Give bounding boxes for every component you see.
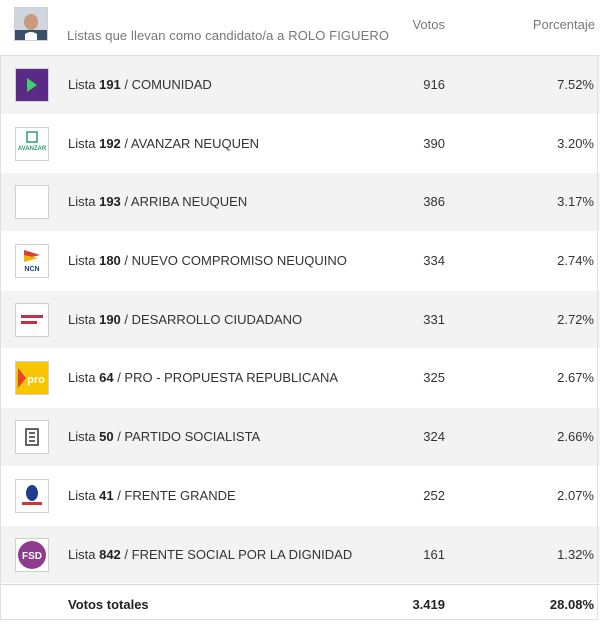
list-votes: 331 [423,311,445,327]
list-name: Lista 842 / FRENTE SOCIAL POR LA DIGNIDA… [68,547,352,562]
list-votes: 252 [423,487,445,503]
list-votes: 161 [423,546,445,562]
list-prefix: Lista [68,194,96,210]
list-party-name: / ARRIBA NEUQUEN [124,194,248,210]
list-name: Lista 41 / FRENTE GRANDE [68,488,236,503]
rows-container: Lista 191 / COMUNIDAD 916 7.52% AVANZAR List… [0,56,600,585]
list-number: 192 [99,135,121,151]
list-votes: 916 [423,77,445,92]
svg-text:FSD: FSD [22,551,42,562]
list-votes: 325 [423,370,445,386]
list-party-name: / DESARROLLO CIUDADANO [124,311,303,327]
list-number: 64 [99,370,114,386]
list-number: 190 [99,311,121,327]
frente-grande-logo [15,478,49,513]
list-number: 842 [99,546,121,562]
list-percentage: 7.52% [557,77,594,92]
svg-text:pro: pro [27,374,45,386]
list-percentage: 2.72% [557,311,594,327]
list-party-name: / COMUNIDAD [124,77,212,92]
list-name: Lista 191 / COMUNIDAD [68,77,212,92]
list-number: 41 [99,487,114,503]
total-percentage: 28.08% [549,597,594,613]
header-title: Listas que llevan como candidato/a a ROL… [67,28,390,43]
list-number: 50 [99,429,114,445]
list-percentage: 2.66% [557,429,594,445]
list-percentage: 1.32% [557,546,594,562]
list-name: Lista 64 / PRO - PROPUESTA REPUBLICANA [68,370,338,385]
list-number: 193 [99,194,121,210]
total-row: Votos totales 3.419 28.08% [0,584,600,625]
pro-logo: pro [15,361,49,396]
list-name: Lista 190 / DESARROLLO CIUDADANO [68,312,302,327]
list-percentage: 2.07% [557,487,594,503]
list-votes: 390 [423,135,445,151]
list-prefix: Lista [68,370,96,386]
table-row: pro Lista 64 / PRO - PROPUESTA REPUBLICAN… [0,349,600,409]
votes-column-header: Votos [412,17,445,32]
list-prefix: Lista [68,135,96,151]
list-percentage: 2.74% [557,253,594,269]
comunidad-logo [15,68,49,102]
list-prefix: Lista [68,311,96,327]
avanzar-neuquen-logo: AVANZAR [15,126,49,161]
list-percentage: 3.20% [557,135,594,151]
table-header: Listas que llevan como candidato/a a ROL… [0,0,600,56]
list-party-name: / FRENTE GRANDE [117,487,236,503]
table-row: AVANZAR Lista 192 / AVANZAR NEUQUEN 390 3.2… [0,114,600,174]
desarrollo-ciudadano-logo [15,302,49,337]
list-number: 180 [99,253,121,269]
list-party-name: / AVANZAR NEUQUEN [124,135,260,151]
list-party-name: / PRO - PROPUESTA REPUBLICANA [117,370,338,386]
socialista-logo [15,420,49,455]
total-label: Votos totales [68,597,149,613]
fsd-logo: FSD [15,537,49,572]
table-row: NCN Lista 180 / NUEVO COMPROMISO NEUQUINO… [0,232,600,291]
list-party-name: / NUEVO COMPROMISO NEUQUINO [124,253,347,269]
svg-text:AVANZAR: AVANZAR [18,146,47,152]
blank-logo [15,185,49,220]
list-number: 191 [99,77,121,92]
list-prefix: Lista [68,487,96,503]
list-prefix: Lista [68,253,96,269]
list-prefix: Lista [68,429,96,445]
list-percentage: 2.67% [557,370,594,386]
list-percentage: 3.17% [557,194,594,210]
list-name: Lista 50 / PARTIDO SOCIALISTA [68,429,260,444]
list-votes: 324 [423,429,445,445]
list-party-name: / FRENTE SOCIAL POR LA DIGNIDAD [124,546,353,562]
table-row: Lista 190 / DESARROLLO CIUDADANO 331 2.72% [0,290,600,350]
table-row: Lista 41 / FRENTE GRANDE 252 2.07% [0,466,600,526]
list-name: Lista 180 / NUEVO COMPROMISO NEUQUINO [68,253,347,268]
list-party-name: / PARTIDO SOCIALISTA [117,429,261,445]
list-name: Lista 192 / AVANZAR NEUQUEN [68,136,259,151]
total-votes: 3.419 [412,597,445,613]
table-row: Lista 191 / COMUNIDAD 916 7.52% [0,56,600,115]
table-row: Lista 50 / PARTIDO SOCIALISTA 324 2.66% [0,408,600,467]
list-votes: 386 [423,194,445,210]
table-row: FSD Lista 842 / FRENTE SOCIAL POR LA DIGN… [0,525,600,585]
list-votes: 334 [423,253,445,269]
candidate-avatar [14,7,48,41]
list-name: Lista 193 / ARRIBA NEUQUEN [68,194,247,209]
svg-text:NCN: NCN [24,266,39,273]
percentage-column-header: Porcentaje [532,17,595,32]
list-prefix: Lista [68,546,96,562]
ncn-logo: NCN [15,244,49,279]
table-row: Lista 193 / ARRIBA NEUQUEN 386 3.17% [0,173,600,233]
list-prefix: Lista [68,77,96,92]
